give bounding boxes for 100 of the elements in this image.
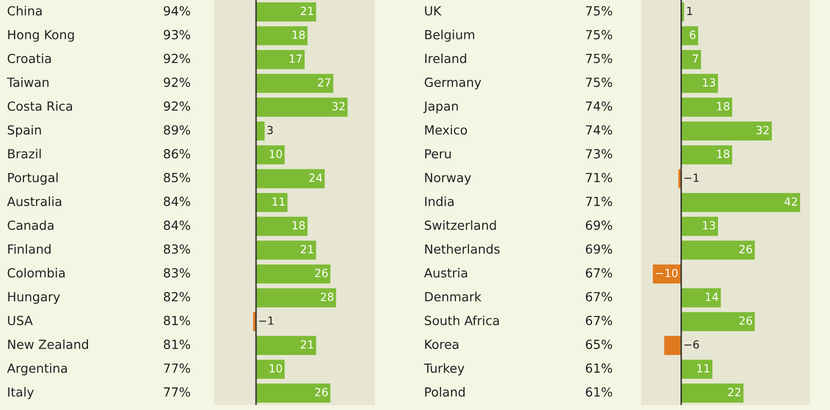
data-label: 32 xyxy=(756,126,769,134)
data-label: 7 xyxy=(692,54,698,63)
y-tick-label: Peru xyxy=(425,149,451,158)
text: 67% xyxy=(586,292,612,302)
text: 77% xyxy=(164,363,190,373)
text: 75% xyxy=(586,6,612,16)
data-label: −1 xyxy=(684,174,699,182)
data-label: 17 xyxy=(290,54,302,63)
text: 82% xyxy=(164,292,190,302)
text: 69% xyxy=(586,220,612,230)
data-label: 11 xyxy=(697,364,710,372)
data-label: −1 xyxy=(259,316,274,325)
text: 71% xyxy=(586,172,612,182)
data-label: 18 xyxy=(717,102,730,110)
y-tick-label: Belgium xyxy=(425,30,474,42)
bar xyxy=(681,50,702,70)
bar xyxy=(256,74,334,93)
data-label: 24 xyxy=(309,173,322,182)
text: 93% xyxy=(164,30,190,40)
bar xyxy=(681,74,718,93)
bar xyxy=(681,26,698,46)
bar xyxy=(681,192,800,212)
bar xyxy=(256,288,336,308)
bar xyxy=(256,264,330,284)
bar xyxy=(664,336,682,355)
y-tick-label: China xyxy=(8,6,42,16)
data-label: 26 xyxy=(739,316,752,325)
text: 67% xyxy=(586,268,612,278)
text: 84% xyxy=(164,196,190,206)
data-label: 21 xyxy=(300,244,314,254)
text: 81% xyxy=(164,316,190,326)
data-label: 21 xyxy=(300,6,314,15)
text: 74% xyxy=(586,101,612,111)
bar xyxy=(681,360,712,379)
text: 92% xyxy=(164,78,190,88)
y-tick-label: Norway xyxy=(425,173,472,185)
data-label: 11 xyxy=(272,197,285,206)
data-label: −6 xyxy=(684,340,699,349)
y-tick-label: Austria xyxy=(424,268,468,278)
data-label: 13 xyxy=(703,78,716,87)
data-label: 26 xyxy=(315,268,328,278)
text: 89% xyxy=(164,125,190,135)
y-tick-label: Canada xyxy=(8,220,54,230)
y-tick-label: Colombia xyxy=(8,268,65,278)
text: 75% xyxy=(586,30,612,40)
bar xyxy=(681,312,755,332)
y-tick-label: UK xyxy=(425,6,442,16)
y-tick-label: Germany xyxy=(424,78,482,90)
y-tick-label: Italy xyxy=(8,387,34,400)
data-label: 26 xyxy=(315,388,328,396)
bar xyxy=(681,384,744,403)
y-tick-label: Brazil xyxy=(8,148,41,158)
bar xyxy=(256,384,330,403)
y-tick-label: New Zealand xyxy=(8,339,88,350)
text: 92% xyxy=(164,101,190,111)
y-tick-label: Japan xyxy=(423,102,458,114)
text: 71% xyxy=(586,196,612,206)
bar xyxy=(681,145,732,164)
data-label: 18 xyxy=(717,150,730,158)
text: 84% xyxy=(164,220,190,230)
text: 65% xyxy=(586,340,612,350)
data-label: 13 xyxy=(703,221,716,230)
data-label: 27 xyxy=(318,78,330,86)
y-tick-label: Costa Rica xyxy=(8,101,72,111)
bar xyxy=(681,288,721,308)
bar xyxy=(256,336,316,355)
data-label: 14 xyxy=(706,292,718,301)
y-tick-label: Mexico xyxy=(425,124,467,135)
y-tick-label: Australia xyxy=(7,196,62,206)
data-label: 3 xyxy=(267,126,273,134)
y-tick-label: Denmark xyxy=(425,292,482,302)
data-label: −10 xyxy=(656,268,678,278)
text: 85% xyxy=(164,172,190,182)
bar xyxy=(256,145,285,164)
bar xyxy=(256,240,316,260)
data-label: 18 xyxy=(292,30,305,39)
y-tick-label: Taiwan xyxy=(6,77,48,88)
text: 73% xyxy=(586,149,612,158)
y-tick-label: Poland xyxy=(425,387,465,397)
y-tick-label: Argentina xyxy=(7,363,67,376)
y-tick-label: Switzerland xyxy=(424,220,496,230)
data-label: 1 xyxy=(687,6,692,15)
y-tick-label: USA xyxy=(8,316,33,326)
bar xyxy=(681,216,718,236)
y-tick-label: India xyxy=(425,196,454,206)
y-tick-label: Turkey xyxy=(424,363,464,376)
text: 83% xyxy=(164,268,190,278)
y-tick-label: South Africa xyxy=(424,316,499,326)
text: 83% xyxy=(164,244,190,254)
text: 75% xyxy=(586,54,612,64)
text: 67% xyxy=(586,316,612,326)
bar xyxy=(681,240,755,260)
text: 61% xyxy=(586,387,612,397)
y-tick-label: Hong Kong xyxy=(8,30,74,42)
bar xyxy=(256,2,316,22)
bar xyxy=(256,98,348,117)
bar xyxy=(256,50,305,70)
y-tick-label: Spain xyxy=(8,124,41,138)
data-label: 18 xyxy=(292,221,305,230)
text: 77% xyxy=(164,387,190,397)
